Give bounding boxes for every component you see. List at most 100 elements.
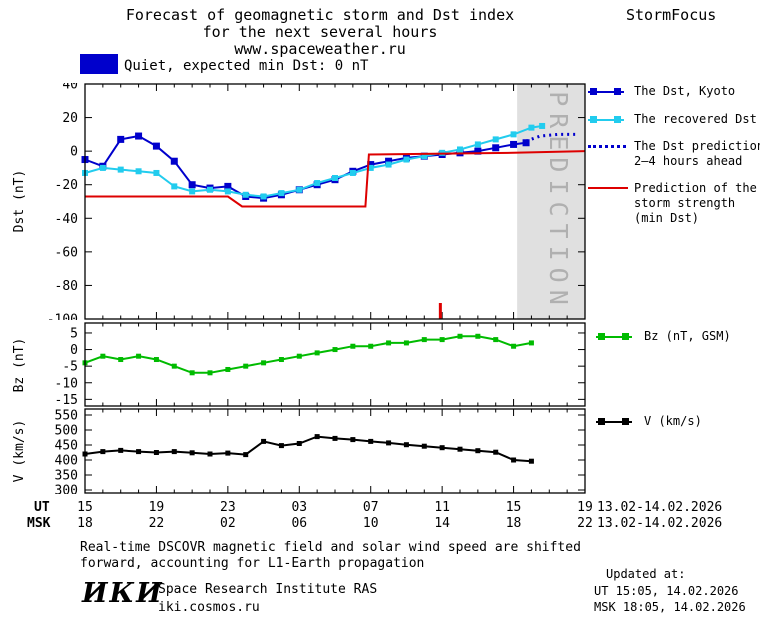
series-bz-nt-gsm-marker (403, 340, 409, 346)
series-the-recovered-dst-marker (314, 180, 321, 187)
series-the-dst-kyoto-marker (385, 157, 393, 165)
plot-frame (84, 322, 586, 407)
series-v-km-s-marker (243, 452, 249, 458)
series-the-recovered-dst-marker (492, 136, 499, 143)
series-bz-nt-gsm-marker (386, 340, 392, 346)
legend-line (588, 91, 624, 93)
plot-frame (84, 408, 586, 494)
series-the-dst-kyoto-marker (492, 144, 500, 152)
series-the-recovered-dst-marker (332, 175, 338, 181)
footnote-line-2: forward, accounting for L1-Earth propaga… (80, 556, 425, 571)
series-the-recovered-dst-marker (403, 156, 410, 163)
series-bz-nt-gsm-marker (207, 370, 213, 376)
y-tick-label: 0 (70, 343, 78, 358)
series-the-recovered-dst-marker (117, 166, 124, 173)
ut-tick-row: 15 19 23 03 07 11 15 19 (0, 500, 760, 516)
page-title: Forecast of geomagnetic storm and Dst in… (125, 6, 515, 24)
plot-frame (84, 83, 586, 320)
series-v-km-s-marker (225, 450, 231, 456)
x-tick-label: 23 (220, 500, 236, 515)
series-bz-nt-gsm-marker (278, 357, 284, 363)
v-axis-label: V (km/s) (12, 419, 27, 483)
legend-storm-1: Prediction of the (634, 181, 757, 195)
series-bz-nt-gsm-marker (100, 353, 106, 359)
series-bz-nt-gsm-marker (493, 337, 499, 343)
series-bz-nt-gsm-marker (171, 363, 177, 369)
y-tick-label: -20 (55, 178, 78, 193)
footnote-line-1: Real-time DSCOVR magnetic field and sola… (80, 540, 581, 555)
y-tick-label: -60 (55, 245, 78, 260)
series-bz-nt-gsm-marker (189, 370, 195, 376)
series-the-dst-kyoto-marker (367, 161, 375, 169)
series-v-km-s-marker (475, 448, 481, 454)
series-v-km-s-marker (386, 440, 392, 446)
series-bz-nt-gsm-marker (421, 337, 427, 343)
series-the-recovered-dst-marker (242, 191, 249, 198)
event-marker (438, 303, 442, 319)
series-the-recovered-dst-marker (528, 124, 535, 131)
legend-marker (614, 88, 621, 95)
legend-line (596, 421, 632, 423)
series-the-recovered-dst-marker (510, 131, 517, 138)
series-v-km-s (84, 435, 532, 463)
series-bz-nt-gsm-marker (439, 337, 445, 343)
series-v-km-s-marker (314, 434, 320, 440)
series-bz-nt-gsm-marker (350, 343, 356, 349)
y-tick-label: -40 (55, 212, 78, 227)
x-tick-label: 10 (362, 516, 379, 531)
msk-tick-row: 18 22 02 06 10 14 18 22 (0, 516, 760, 532)
bz-chart: 5 0 -5-10 -15 (55, 322, 586, 407)
x-tick-label: 06 (291, 516, 308, 531)
series-v-km-s-marker (511, 457, 517, 463)
series-v-km-s-marker (136, 449, 142, 455)
series-bz-nt-gsm-marker (457, 333, 463, 339)
y-tick-label: 550 (55, 409, 78, 424)
series-the-dst-kyoto-marker (170, 157, 178, 165)
institute-site: iki.cosmos.ru (158, 600, 260, 615)
y-tick-label: 350 (55, 469, 78, 484)
series-the-dst-kyoto-marker (117, 135, 125, 143)
series-the-recovered-dst-marker (153, 169, 160, 176)
x-tick-label: 19 (148, 500, 165, 515)
iki-logo: ИКИ (82, 578, 164, 609)
series-the-recovered-dst-marker (367, 164, 374, 171)
series-bz-nt-gsm-marker (332, 347, 338, 353)
x-tick-label: 02 (220, 516, 236, 531)
series-the-recovered-dst-marker (457, 146, 463, 153)
legend-recovered: The recovered Dst (634, 112, 757, 126)
legend-line (588, 119, 624, 121)
dst-axis-label: Dst (nT) (12, 169, 27, 233)
series-bz-nt-gsm-marker (118, 357, 124, 363)
x-tick-label: 03 (291, 500, 308, 515)
page-subtitle: for the next several hours (202, 23, 438, 41)
series-the-recovered-dst-marker (135, 168, 142, 175)
series-v-km-s-marker (403, 442, 409, 448)
x-tick-label: 22 (148, 516, 165, 531)
series-v-km-s-marker (350, 437, 356, 443)
series-v-km-s-marker (118, 447, 124, 453)
series-bz-nt-gsm-marker (528, 340, 534, 346)
quiet-status-swatch (80, 54, 118, 74)
ut-daterange: 13.02-14.02.2026 (597, 500, 723, 515)
series-bz-nt-gsm-marker (511, 343, 517, 349)
series-v-km-s-marker (493, 449, 499, 455)
x-tick-label: 15 (505, 500, 522, 515)
y-tick-label: 400 (55, 454, 78, 469)
brand-label: StormFocus (626, 6, 717, 24)
prediction-band (517, 84, 585, 319)
series-the-recovered-dst-marker (385, 161, 392, 168)
legend-marker (590, 116, 597, 123)
legend-marker (614, 116, 621, 123)
legend-storm-3: (min Dst) (634, 211, 700, 225)
series-v-km-s-marker (278, 443, 284, 449)
v-legend-swatch (596, 416, 632, 428)
series-the-recovered-dst-marker (171, 183, 178, 190)
msk-row-label: MSK (27, 516, 51, 531)
series-the-dst-kyoto-marker (510, 140, 518, 148)
series-the-dst-kyoto-marker (135, 132, 143, 140)
y-tick-label: -100 (47, 313, 78, 321)
series-the-dst-kyoto (84, 134, 527, 200)
series-v-km-s-marker (332, 435, 338, 441)
y-tick-label: 500 (55, 424, 78, 439)
